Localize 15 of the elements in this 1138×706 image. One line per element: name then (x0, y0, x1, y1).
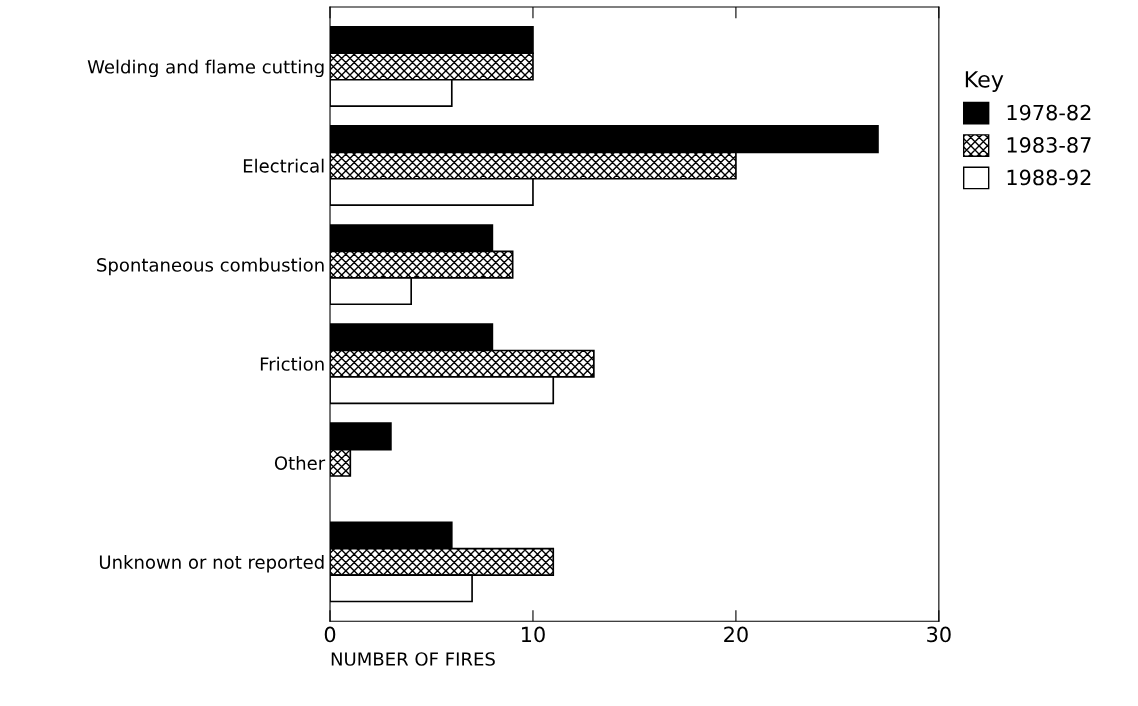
y-tick-label: Friction (260, 356, 324, 371)
legend-title: Key (965, 71, 1004, 92)
legend-label: 1983-87 (1007, 137, 1091, 153)
y-tick-label: Unknown or not reported (99, 554, 324, 573)
x-tick-label: 30 (927, 626, 951, 643)
legend-label: 1978-82 (1007, 104, 1091, 121)
legend-label: 1988-92 (1007, 169, 1091, 186)
y-tick-label: Electrical (243, 158, 324, 173)
x-tick-label: 20 (724, 626, 748, 643)
x-tick-label: 10 (522, 626, 545, 643)
y-tick-label: Spontaneous combustion (97, 257, 324, 276)
y-tick-label: Other (274, 455, 326, 470)
y-tick-label: Welding and flame cutting (87, 59, 324, 78)
x-axis-title: NUMBER OF FIRES (331, 652, 495, 666)
x-tick-label: 0 (324, 626, 336, 643)
